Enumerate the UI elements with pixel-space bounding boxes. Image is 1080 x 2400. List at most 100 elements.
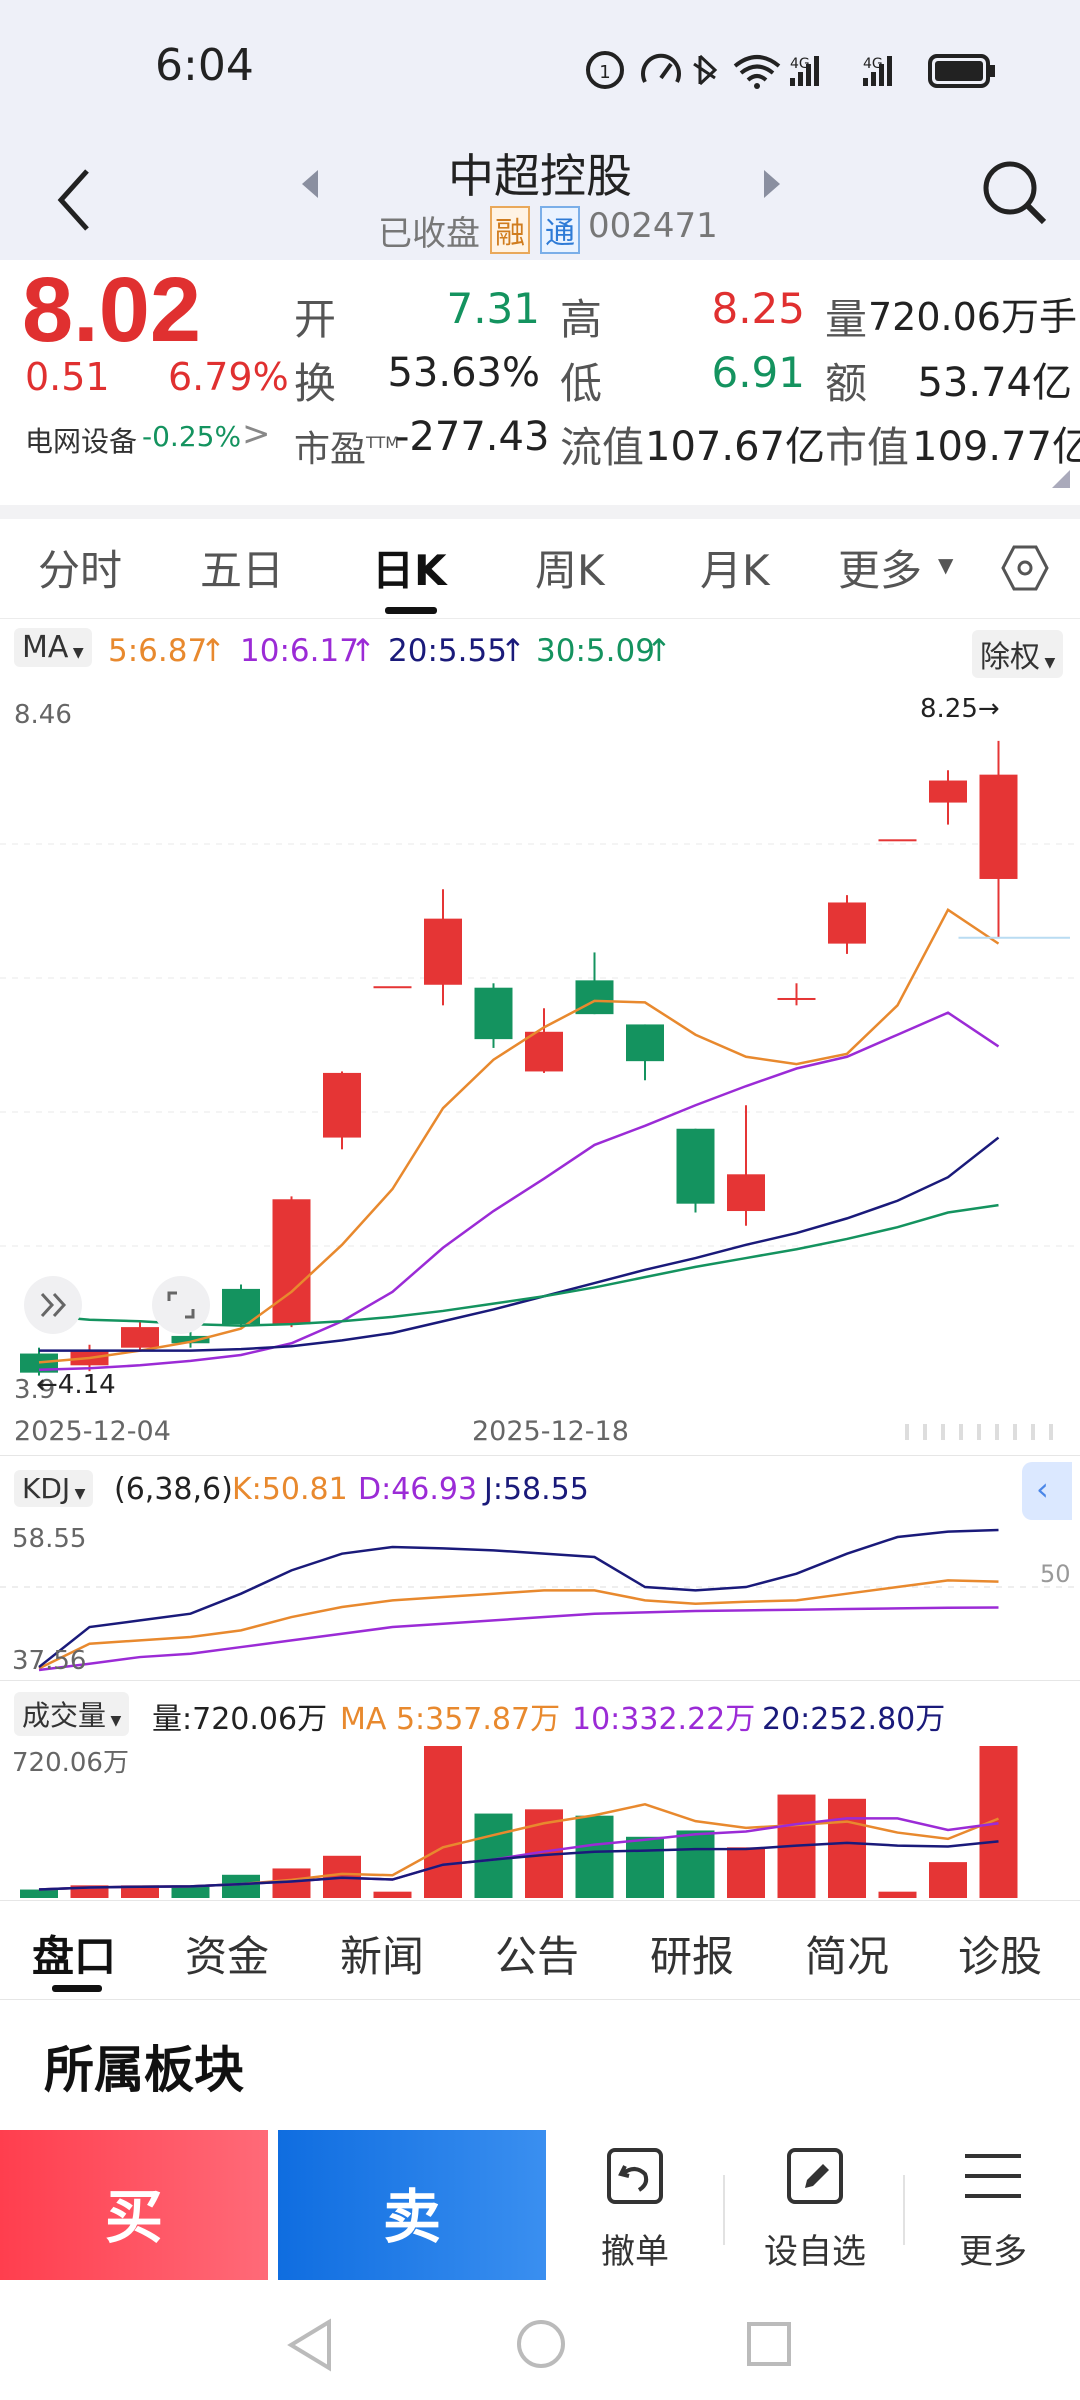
candle-body <box>20 1353 58 1373</box>
kdj-d: D:46.93 <box>358 1472 478 1507</box>
volume-selector-label: 成交量 <box>22 1699 107 1732</box>
tab-profile[interactable]: 简况 <box>805 1932 890 1981</box>
tab-diagnosis[interactable]: 诊股 <box>958 1932 1043 1981</box>
next-stock-icon[interactable] <box>760 166 784 202</box>
svg-text:4G: 4G <box>863 56 883 72</box>
ma20-up-arrow-icon: ↑ <box>500 633 526 669</box>
tab-monthly-k[interactable]: 月K <box>700 546 770 595</box>
volume-bar <box>626 1836 664 1898</box>
chevron-left-icon: ‹ <box>1036 1470 1049 1508</box>
ma20-value: 20:5.55 <box>388 633 507 669</box>
system-nav-bar <box>0 2290 1080 2400</box>
ma-legend: MA ▼ <box>14 628 92 667</box>
turnover-label: 换 <box>294 359 337 408</box>
ma10-up-arrow-icon: ↑ <box>350 633 376 669</box>
open-value: 7.31 <box>446 284 540 333</box>
tab-research[interactable]: 研报 <box>650 1932 735 1981</box>
back-icon[interactable] <box>55 165 95 235</box>
pe-value: -277.43 <box>395 414 550 460</box>
tab-weekly-k[interactable]: 周K <box>535 546 605 595</box>
nav-back-icon[interactable] <box>285 2318 335 2372</box>
prev-stock-icon[interactable] <box>298 166 322 202</box>
ma-selector[interactable]: MA ▼ <box>14 628 92 667</box>
nav-recent-icon[interactable] <box>745 2320 793 2368</box>
kdj-y-bottom: 37.56 <box>12 1646 87 1676</box>
adjust-selector[interactable]: 除权 ▼ <box>972 630 1064 678</box>
volume-chart[interactable]: 720.06万 <box>0 1738 1080 1900</box>
market-cap-value: 109.77亿 <box>912 424 1080 470</box>
adjust-label: 除权 <box>980 640 1040 675</box>
candle-body <box>323 1072 361 1138</box>
candle-body <box>828 902 866 944</box>
cancel-label: 撤单 <box>601 2232 669 2272</box>
volume-bar <box>979 1746 1018 1898</box>
sector-name[interactable]: 电网设备 <box>25 425 138 458</box>
scroll-track[interactable] <box>905 1422 1055 1442</box>
float-cap-value: 107.67亿 <box>645 424 825 470</box>
candle-body <box>121 1327 159 1348</box>
pe-sup: TTM <box>366 433 400 452</box>
more-label: 更多 <box>959 2232 1027 2272</box>
volume-bar <box>222 1874 260 1898</box>
buy-button[interactable]: 买 <box>0 2130 268 2280</box>
kdj-selector-label: KDJ <box>22 1472 71 1505</box>
ma5-value: 5:6.87 <box>108 633 208 669</box>
status-icons: 1 4G 4G <box>585 48 1005 98</box>
divider <box>0 1455 1080 1456</box>
volume-current: 量:720.06万 <box>152 1702 328 1737</box>
volume-label: 量 <box>825 295 868 344</box>
kdj-chart[interactable]: 58.55 37.56 50 <box>0 1520 1080 1680</box>
ma30-up-arrow-icon: ↑ <box>646 633 672 669</box>
collapse-panel-button[interactable]: ‹ <box>1022 1462 1072 1520</box>
kdj-selector[interactable]: KDJ ▼ <box>14 1470 94 1507</box>
last-price: 8.02 <box>22 259 202 361</box>
cancel-order-button[interactable]: 撤单 <box>560 2140 710 2275</box>
fullscreen-icon[interactable] <box>150 1274 212 1336</box>
volume-selector[interactable]: 成交量 ▼ <box>14 1692 130 1736</box>
tab-handicap[interactable]: 盘口 <box>32 1932 117 1981</box>
volume-bar <box>373 1891 412 1898</box>
settings-hex-icon[interactable] <box>1000 543 1050 593</box>
ma-selector-label: MA <box>22 630 69 665</box>
amount-value: 53.74亿 <box>917 360 1072 406</box>
kdj-d-line <box>38 1606 999 1672</box>
dropdown-caret-icon: ▼ <box>938 553 954 577</box>
volume-ma10: 10:332.22万 <box>572 1702 756 1737</box>
expand-left-icon[interactable] <box>22 1274 84 1336</box>
tab-five-day[interactable]: 五日 <box>200 546 285 595</box>
search-icon[interactable] <box>980 158 1050 228</box>
market-status: 已收盘 <box>378 214 480 254</box>
add-watchlist-button[interactable]: 设自选 <box>740 2140 890 2275</box>
volume-bar <box>20 1889 58 1898</box>
kline-chart[interactable]: 8.46 3.9 ←4.14 8.25→ <box>0 690 1080 1410</box>
sell-label: 卖 <box>382 2183 441 2251</box>
low-label: 低 <box>560 359 603 408</box>
tab-daily-k[interactable]: 日K <box>372 546 447 595</box>
more-button[interactable]: 更多 <box>918 2140 1068 2275</box>
volume-value: 720.06万手 <box>868 295 1077 339</box>
volume-bar <box>474 1813 513 1898</box>
tab-funds[interactable]: 资金 <box>185 1932 270 1981</box>
ma10-value: 10:6.17 <box>240 633 359 669</box>
expand-corner-icon[interactable] <box>1052 470 1070 488</box>
chevron-right-icon[interactable]: > <box>242 414 271 454</box>
sell-button[interactable]: 卖 <box>278 2130 546 2280</box>
price-change-pct: 6.79% <box>168 355 289 399</box>
date-left: 2025-12-04 <box>14 1416 171 1447</box>
tab-more[interactable]: 更多 <box>838 546 923 595</box>
kdj-y-top: 58.55 <box>12 1524 87 1554</box>
nav-home-icon[interactable] <box>515 2318 567 2370</box>
sector-change[interactable]: -0.25% <box>142 420 242 453</box>
tab-announcements[interactable]: 公告 <box>495 1932 580 1981</box>
candle-body <box>525 1031 563 1072</box>
buy-label: 买 <box>104 2183 163 2251</box>
tab-news[interactable]: 新闻 <box>340 1932 425 1981</box>
candle-body <box>626 1024 664 1062</box>
volume-caret-icon: ▼ <box>106 1713 122 1729</box>
divider <box>723 2175 725 2245</box>
kdj-k: K:50.81 <box>232 1472 348 1507</box>
kline-y-top: 8.46 <box>14 700 72 730</box>
ma10-line <box>38 1011 1000 1371</box>
kdj-j: J:58.55 <box>484 1472 589 1507</box>
tab-intraday[interactable]: 分时 <box>38 546 123 595</box>
